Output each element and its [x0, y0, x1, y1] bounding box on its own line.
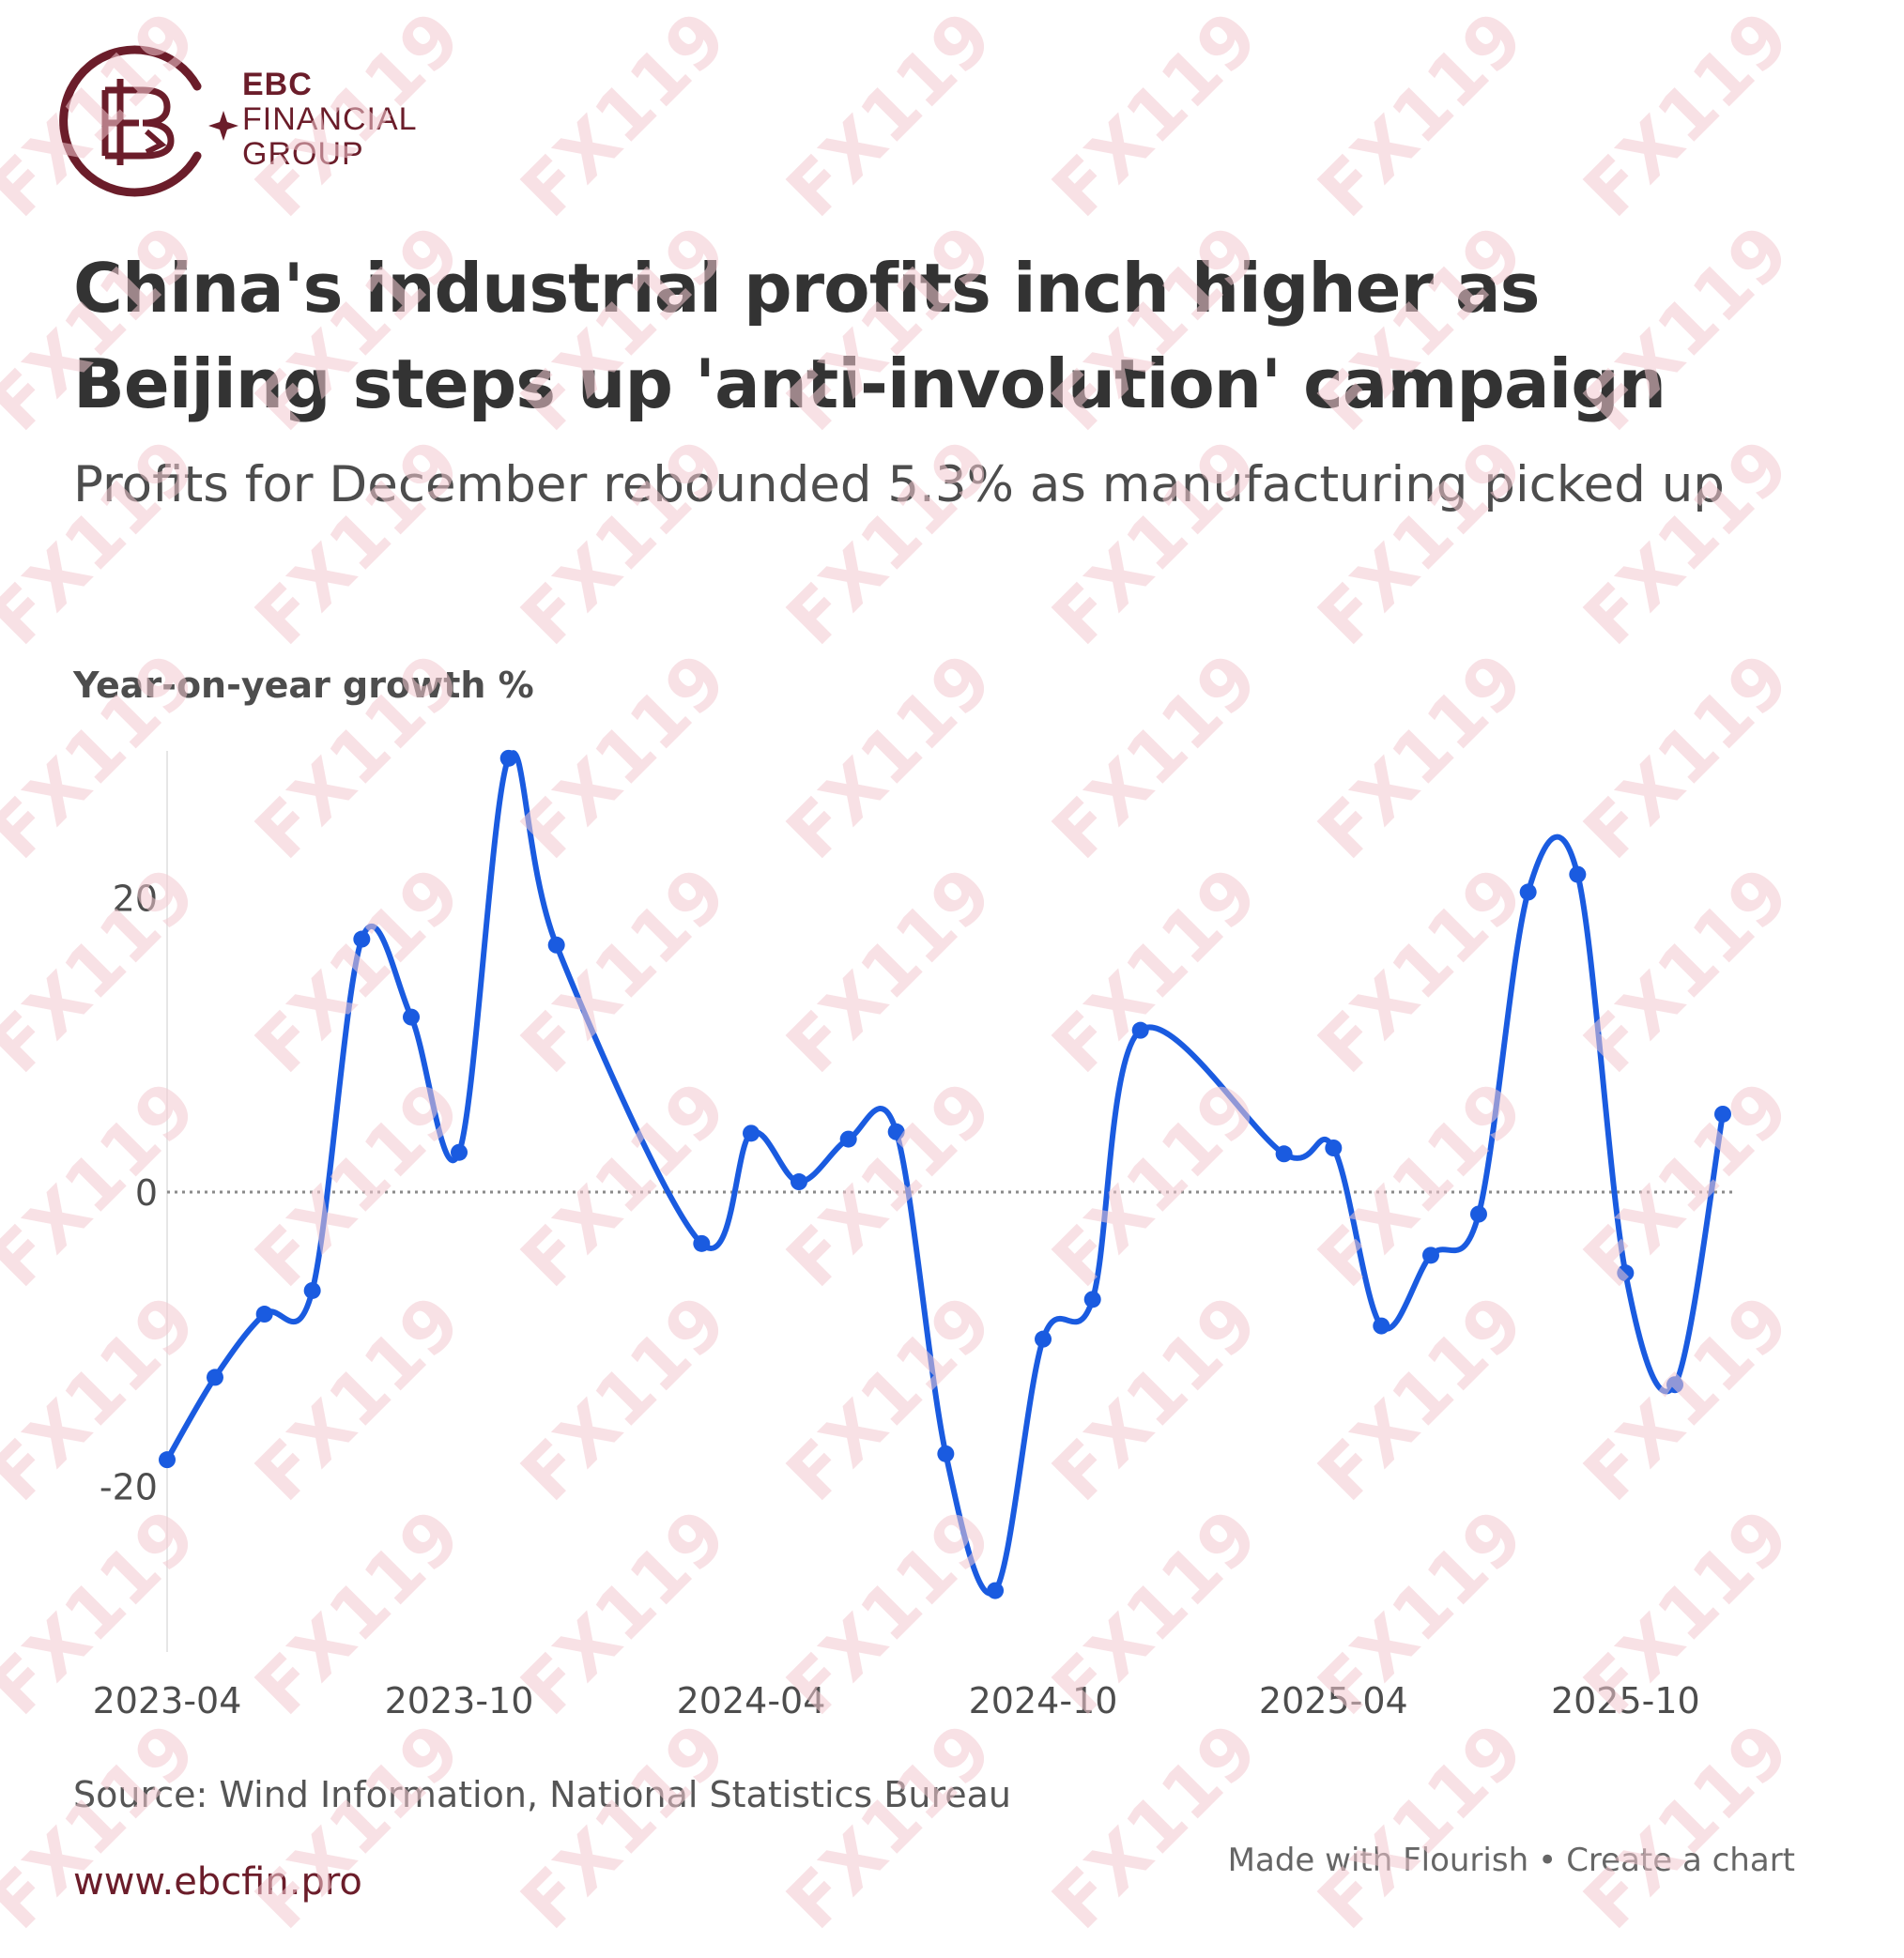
brand-name-line3: GROUP [242, 136, 364, 172]
chart-title: China's industrial profits inch higher a… [73, 249, 1666, 423]
data-point[interactable] [255, 1306, 273, 1323]
data-point[interactable] [1083, 1291, 1101, 1308]
data-point[interactable] [887, 1123, 905, 1140]
sparkle-icon [208, 111, 238, 141]
x-tick-label: 2024-10 [969, 1680, 1118, 1721]
data-point[interactable] [1373, 1317, 1390, 1335]
brand-name: EBC FINANCIAL GROUP [242, 68, 418, 172]
ebc-logo-mark-icon [59, 45, 202, 197]
data-point[interactable] [1666, 1376, 1684, 1394]
data-point[interactable] [451, 1143, 468, 1161]
data-point[interactable] [1325, 1140, 1343, 1156]
watermark-text: FX119 [505, 0, 743, 233]
flourish-credit: Made with Flourish • Create a chart [1228, 1842, 1795, 1879]
ebc-logo: EBC FINANCIAL GROUP [56, 41, 432, 201]
y-tick-label: 20 [113, 879, 158, 920]
data-point[interactable] [1469, 1205, 1487, 1223]
data-point[interactable] [1131, 1021, 1149, 1039]
brand-url[interactable]: www.ebcfin.pro [73, 1860, 362, 1904]
source-note: Source: Wind Information, National Stati… [73, 1774, 1012, 1815]
data-point[interactable] [1617, 1264, 1635, 1282]
x-tick-label: 2023-10 [385, 1680, 534, 1721]
data-point[interactable] [1275, 1145, 1293, 1163]
line-chart: -20 0 20 2023-04 2023-10 2024-04 2024-10 2025-0… [93, 749, 1732, 1721]
data-point[interactable] [987, 1582, 1005, 1599]
x-tick-label: 2025-10 [1551, 1680, 1700, 1721]
data-point[interactable] [1421, 1247, 1439, 1264]
data-point[interactable] [790, 1173, 807, 1191]
y-tick-label: -20 [100, 1466, 158, 1507]
data-point[interactable] [303, 1281, 321, 1299]
data-point[interactable] [1519, 883, 1537, 901]
data-point[interactable] [1569, 865, 1587, 883]
x-tick-label: 2025-04 [1259, 1680, 1408, 1721]
credit-separator: • [1538, 1842, 1558, 1879]
data-point[interactable] [1714, 1105, 1731, 1123]
data-point[interactable] [206, 1369, 223, 1386]
y-tick-label: 0 [135, 1172, 158, 1214]
made-with-flourish-link[interactable]: Made with Flourish [1227, 1842, 1529, 1879]
watermark-text: FX119 [1568, 0, 1805, 233]
watermark-text: FX119 [1302, 0, 1540, 233]
watermark-text: FX119 [771, 0, 1008, 233]
create-chart-link[interactable]: Create a chart [1566, 1842, 1795, 1879]
data-point[interactable] [353, 930, 371, 948]
data-point[interactable] [499, 749, 517, 767]
watermark-text: FX119 [1036, 0, 1274, 233]
x-tick-label: 2024-04 [677, 1680, 826, 1721]
data-point[interactable] [937, 1445, 955, 1462]
data-point[interactable] [1035, 1330, 1052, 1348]
data-point[interactable] [743, 1124, 760, 1142]
data-point[interactable] [403, 1008, 421, 1026]
brand-name-line1: EBC [242, 67, 313, 102]
data-point[interactable] [159, 1451, 176, 1469]
data-point[interactable] [547, 936, 565, 954]
chart-subtitle: Profits for December rebounded 5.3% as m… [73, 456, 1725, 513]
data-point[interactable] [693, 1234, 711, 1252]
y-axis-label: Year-on-year growth % [73, 665, 534, 706]
brand-name-line2: FINANCIAL [242, 101, 418, 137]
x-tick-label: 2023-04 [93, 1680, 242, 1721]
data-point[interactable] [839, 1130, 857, 1148]
series-line [164, 750, 1726, 1597]
